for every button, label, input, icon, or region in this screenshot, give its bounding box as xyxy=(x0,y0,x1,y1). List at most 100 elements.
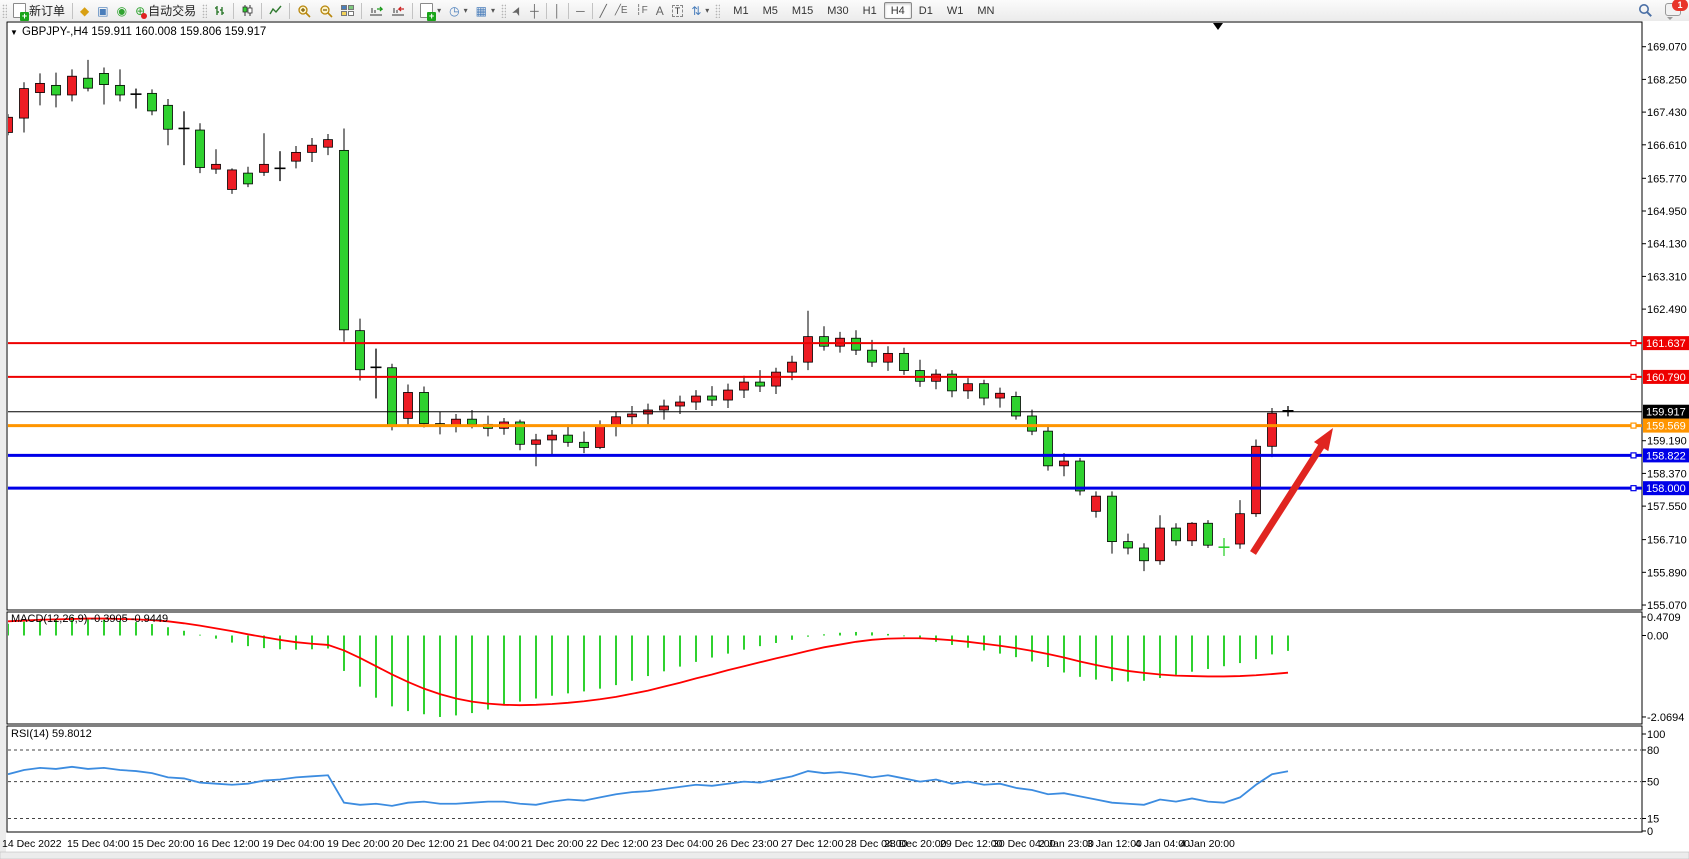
candle-body xyxy=(659,405,669,411)
candle-body xyxy=(19,88,29,119)
fibonacci-tool-button[interactable]: ┆F xyxy=(632,1,652,20)
candle-body xyxy=(243,172,253,185)
timeframe-m15[interactable]: M15 xyxy=(785,2,820,19)
chart-shift-marker[interactable] xyxy=(1213,23,1223,30)
time-tick-label: 2 Jan 23:00 xyxy=(1039,838,1094,850)
search-icon xyxy=(1639,4,1652,17)
signals-button[interactable]: ◉ xyxy=(113,1,131,20)
candle-body xyxy=(515,421,525,445)
auto-trading-button[interactable]: ⊕ 自动交易 xyxy=(131,1,200,20)
svg-text:50: 50 xyxy=(1647,777,1659,789)
chart-shift-button[interactable] xyxy=(387,1,409,20)
arrows-tool-button[interactable]: ⇅ ▾ xyxy=(687,1,713,20)
toolbar-drag-handle[interactable] xyxy=(2,3,7,18)
timeframe-m1[interactable]: M1 xyxy=(726,2,755,19)
svg-text:0.4709: 0.4709 xyxy=(1647,612,1681,624)
search-button[interactable] xyxy=(1634,1,1657,20)
separator xyxy=(591,2,593,19)
timeframe-h4[interactable]: H4 xyxy=(883,2,912,19)
horn-icon: ◆ xyxy=(80,3,90,18)
rsi-pane[interactable] xyxy=(6,725,1643,833)
zoom-in-button[interactable] xyxy=(293,1,315,20)
candle-body xyxy=(1155,527,1165,562)
market-button[interactable]: ▣ xyxy=(93,1,112,20)
templates-button[interactable]: ▦ ▾ xyxy=(472,1,499,20)
price-tick-label: 163.310 xyxy=(1647,271,1687,283)
candle-body xyxy=(467,418,477,425)
level-price-badge: 159.569 xyxy=(1643,418,1689,433)
price-tick-label: 156.710 xyxy=(1647,535,1687,547)
candle-body xyxy=(1171,527,1181,542)
candle-body xyxy=(1267,412,1277,447)
line-endpoint-handle[interactable] xyxy=(1630,422,1637,429)
candle-body xyxy=(1011,396,1021,417)
line-chart-button[interactable] xyxy=(265,1,286,20)
rsi-axis: 100 80 50 150 xyxy=(1642,729,1665,838)
timeframe-mn[interactable]: MN xyxy=(970,2,1001,19)
price-tick-label: 165.770 xyxy=(1647,173,1687,185)
trendline-tool-button[interactable]: ╱ xyxy=(596,1,611,20)
hline-tool-button[interactable]: ─ xyxy=(572,1,589,20)
candlestick-chart-button[interactable] xyxy=(237,1,258,20)
candle-body xyxy=(995,392,1005,399)
toolbar-drag-handle[interactable] xyxy=(715,3,721,18)
line-endpoint-handle[interactable] xyxy=(1630,373,1637,381)
main-pane[interactable] xyxy=(6,21,1643,611)
toolbar-drag-handle[interactable] xyxy=(202,3,208,18)
candle-body xyxy=(739,381,749,391)
periods-button[interactable]: ◷ ▾ xyxy=(445,1,472,20)
separator xyxy=(72,2,74,19)
chart-shift-icon xyxy=(392,6,405,16)
text-tool-button[interactable]: A xyxy=(652,1,668,20)
time-tick-label: 21 Dec 04:00 xyxy=(457,838,520,850)
indicators-button[interactable]: + ▾ xyxy=(416,1,445,21)
time-tick-label: 15 Dec 20:00 xyxy=(132,838,195,850)
timeframe-w1[interactable]: W1 xyxy=(940,2,971,19)
chart-canvas[interactable]: ▼ GBPJPY-,H4 159.911 160.008 159.806 159.… xyxy=(0,21,1689,859)
toolbar-drag-handle[interactable] xyxy=(501,3,507,18)
channel-tool-button[interactable]: ╱E xyxy=(611,1,632,20)
candle-body xyxy=(211,163,221,170)
candle-body xyxy=(563,434,573,443)
time-tick-label: 28 Dec 20:00 xyxy=(884,838,947,850)
timeframe-m5[interactable]: M5 xyxy=(756,2,785,19)
candle-body xyxy=(419,392,429,424)
time-tick-label: 28 Dec 04:00 xyxy=(845,838,908,850)
candle-body xyxy=(67,75,77,96)
candle-body xyxy=(35,82,45,93)
label-tool-button[interactable]: T xyxy=(668,1,688,20)
level-price-badge: 160.790 xyxy=(1643,369,1689,384)
line-endpoint-handle[interactable] xyxy=(1630,485,1637,492)
timeframe-d1[interactable]: D1 xyxy=(912,2,940,19)
level-price-badge: 158.822 xyxy=(1643,448,1689,463)
candle-body xyxy=(323,139,333,148)
trend-arrow-annotation[interactable] xyxy=(1250,428,1333,555)
cursor-tool-button[interactable]: ➤ xyxy=(508,1,526,20)
candlestick-chart-icon xyxy=(242,5,253,16)
time-axis[interactable]: 14 Dec 2022 15 Dec 04:00 15 Dec 20:00 16 De… xyxy=(2,838,1235,850)
time-tick-label: 21 Dec 20:00 xyxy=(521,838,584,850)
price-tick-label: 166.610 xyxy=(1647,140,1687,152)
macd-signal-line xyxy=(8,617,1289,707)
bar-chart-button[interactable] xyxy=(209,1,230,20)
chevron-down-icon: ▾ xyxy=(491,6,496,15)
timeframe-h1[interactable]: H1 xyxy=(856,2,884,19)
tile-windows-button[interactable] xyxy=(337,1,358,20)
chat-button[interactable]: 1 xyxy=(1665,0,1688,19)
crosshair-tool-button[interactable]: ┼ xyxy=(526,1,543,20)
time-tick-label: 22 Dec 12:00 xyxy=(586,838,649,850)
auto-scroll-button[interactable] xyxy=(365,1,387,20)
notification-badge: 1 xyxy=(1672,0,1688,11)
price-axis[interactable]: 169.070 168.250 167.430 166.610 165.770 164.9… xyxy=(1642,42,1687,612)
current-price-badge: 159.917 xyxy=(1643,404,1689,419)
candles-group[interactable] xyxy=(4,59,1294,572)
line-endpoint-handle[interactable] xyxy=(1630,340,1637,347)
macd-pane[interactable] xyxy=(6,611,1643,725)
line-endpoint-handle[interactable] xyxy=(1630,452,1637,459)
vline-tool-button[interactable]: │ xyxy=(550,1,566,20)
price-tick-label: 162.490 xyxy=(1647,304,1687,316)
zoom-out-button[interactable] xyxy=(315,1,337,20)
timeframe-m30[interactable]: M30 xyxy=(820,2,855,19)
new-order-button[interactable]: + 新订单 xyxy=(9,1,69,21)
styles-button[interactable]: ◆ xyxy=(76,1,93,20)
